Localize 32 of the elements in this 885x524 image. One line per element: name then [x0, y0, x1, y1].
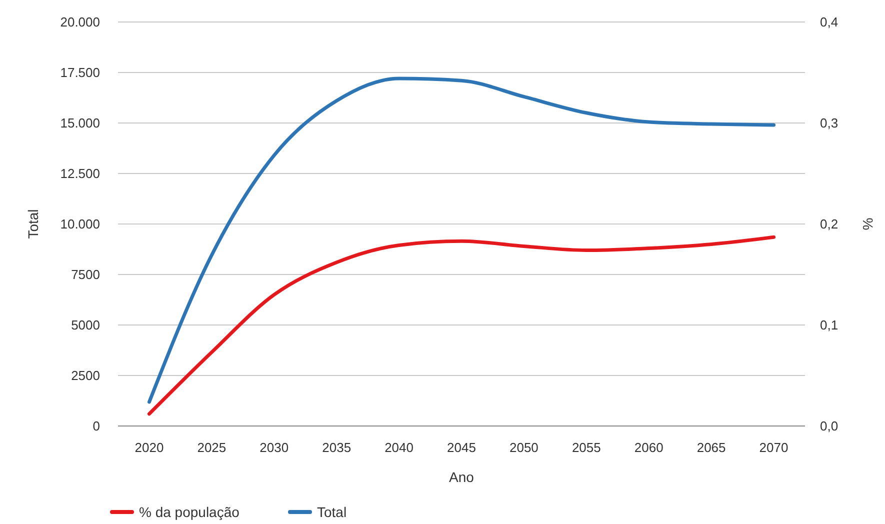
y-tick-label: 10.000 [60, 216, 100, 232]
x-tick-label: 2065 [696, 440, 726, 455]
x-tick-label: 2070 [759, 440, 788, 455]
y-tick-label: 5000 [71, 318, 100, 333]
line-series [147, 76, 776, 404]
y2-tick-label: 0,0 [820, 418, 838, 434]
legend-label: % da população [139, 504, 240, 520]
y2-tick-label: 0,4 [820, 14, 838, 30]
line-series [147, 235, 776, 416]
y-tick-label: 17.500 [60, 65, 100, 80]
y-tick-label: 2500 [71, 368, 100, 384]
x-tick-label: 2055 [572, 440, 601, 455]
y-axis-title: Total [25, 209, 41, 239]
y2-tick-label: 0,3 [820, 116, 838, 131]
x-tick-label: 2045 [447, 440, 476, 455]
x-tick-label: 2050 [509, 440, 538, 455]
x-axis-title: Ano [449, 469, 474, 485]
x-tick-label: 2040 [384, 440, 414, 455]
x-tick-label: 2020 [134, 440, 164, 455]
y-tick-label: 7500 [71, 267, 100, 282]
x-tick-label: 2030 [260, 440, 289, 455]
x-tick-label: 2060 [634, 440, 664, 455]
y-tick-label: 12.500 [60, 166, 100, 182]
y2-axis-title: % [860, 218, 876, 230]
x-tick-label: 2025 [197, 440, 226, 455]
y2-tick-label: 0,1 [820, 318, 838, 333]
y-tick-label: 15.000 [60, 116, 100, 131]
x-tick-label: 2035 [322, 440, 352, 455]
y-tick-label: 0 [92, 418, 100, 434]
y-tick-label: 20.000 [60, 14, 100, 30]
y2-tick-label: 0,2 [820, 216, 838, 232]
legend-label: Total [317, 504, 347, 520]
